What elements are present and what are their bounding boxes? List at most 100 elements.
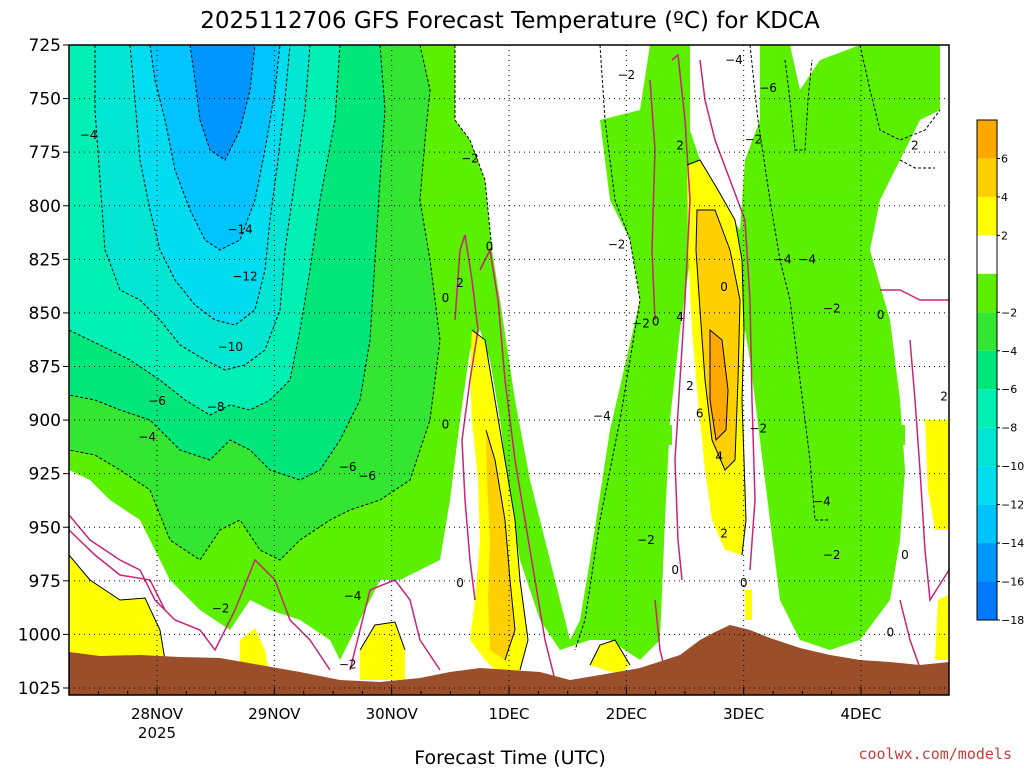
- x-tick-label: 28NOV: [131, 705, 184, 723]
- contour-label: −4: [593, 409, 611, 423]
- y-tick-label: 925: [29, 465, 61, 485]
- contour-label: −14: [227, 222, 252, 236]
- colorbar-swatch: [977, 543, 997, 582]
- colorbar-tick-label: 4: [1001, 191, 1008, 204]
- contour-label: −4: [80, 128, 98, 142]
- contour-line: [359, 621, 406, 651]
- colorbar-swatch: [977, 120, 997, 159]
- colorbar-swatch: [977, 350, 997, 390]
- colorbar-swatch: [977, 427, 997, 467]
- colorbar-tick-label: −4: [1001, 345, 1017, 358]
- colorbar-swatch: [977, 312, 997, 351]
- contour-line: [899, 599, 921, 669]
- contour-label: −2: [617, 68, 635, 82]
- y-tick-label: 850: [29, 304, 61, 324]
- contour-label: −2: [745, 132, 763, 146]
- colorbar-tick-label: −12: [1001, 499, 1024, 512]
- contour-label: −6: [358, 469, 376, 483]
- temp-field-warm-low-2: [240, 628, 268, 668]
- y-tick-label: 900: [29, 411, 61, 431]
- x-tick-label: 3DEC: [723, 705, 764, 723]
- contour-line: [129, 45, 291, 326]
- temp-field-warm-1dec-core: [486, 430, 515, 660]
- colorbar-swatch: [977, 581, 997, 620]
- credit-link[interactable]: coolwx.com/models: [858, 745, 1012, 763]
- temp-field-warm-low-5: [745, 590, 752, 620]
- contour-line: [454, 45, 493, 251]
- terrain-surface: [69, 625, 949, 695]
- temp-field-warm-3dec-peak: [710, 330, 728, 440]
- y-tick-label: 975: [29, 572, 61, 592]
- x-tick-label: 4DEC: [840, 705, 881, 723]
- colorbar-tick-label: −6: [1001, 383, 1017, 396]
- contour-label: −6: [148, 394, 166, 408]
- contour-label: −4: [813, 495, 831, 509]
- contour-label: 2: [940, 390, 948, 404]
- colorbar-tick-label: −8: [1001, 422, 1017, 435]
- colorbar-tick-label: −10: [1001, 460, 1024, 473]
- contour-label: 0: [901, 548, 909, 562]
- zero-contours: [69, 53, 949, 681]
- contour-label: 0: [442, 291, 450, 305]
- contour-line: [699, 59, 756, 571]
- contour-line: [695, 209, 741, 471]
- y-tick-label: 800: [29, 197, 61, 217]
- contour-line: [686, 159, 747, 556]
- y-axis: 725 750 775 800 825 850 875 900 925 950 975 1000 102…: [18, 36, 69, 699]
- contour-label: −4: [138, 430, 156, 444]
- contour-line: [909, 339, 949, 603]
- contour-label: 4: [715, 450, 723, 464]
- y-tick-label: 725: [29, 36, 61, 56]
- y-tick-label: 750: [29, 90, 61, 110]
- contour-line: [784, 59, 813, 151]
- contour-label: −4: [725, 53, 743, 67]
- colorbar-swatch: [977, 235, 997, 274]
- contour-label: −12: [232, 269, 257, 283]
- temp-field-warm-low-7: [935, 595, 949, 660]
- colorbar-tick-label: −14: [1001, 537, 1024, 550]
- contour-label: −2: [823, 302, 841, 316]
- y-tick-label: 1000: [18, 625, 61, 645]
- colorbar-swatch: [977, 158, 997, 197]
- colorbar: 6 4 2 −2 −4 −6 −8 −10 −12 −14 −16 −18: [976, 119, 1024, 627]
- temp-field-cell-2: [893, 425, 905, 445]
- contour-label: −2: [632, 317, 650, 331]
- contour-label: 0: [652, 314, 660, 328]
- contour-label: 2: [456, 276, 464, 290]
- contour-label: −2: [339, 657, 357, 671]
- contour-line: [69, 45, 386, 481]
- contour-line: [471, 329, 529, 671]
- contour-line: [94, 45, 311, 371]
- x-tick-label: 29NOV: [248, 705, 301, 723]
- contour-label: 2: [676, 139, 684, 153]
- colorbar-frame: [976, 119, 998, 621]
- x-axis-label: Forecast Time (UTC): [414, 747, 605, 768]
- x-tick-label: 1DEC: [488, 705, 529, 723]
- temp-field-minus16: [190, 45, 255, 160]
- contour-line: [349, 579, 441, 671]
- y-tick-label: 1025: [18, 679, 61, 699]
- contour-line: [589, 639, 631, 666]
- y-tick-label: 775: [29, 143, 61, 163]
- plot-area: [69, 45, 949, 695]
- contour-label: 0: [671, 563, 679, 577]
- contour-line: [709, 328, 729, 442]
- temp-field-warm-low-6: [925, 420, 949, 530]
- colorbar-swatch: [977, 196, 997, 236]
- contour-label: −2: [749, 422, 767, 436]
- contour-line: [485, 429, 516, 661]
- contour-line: [149, 45, 281, 251]
- contour-label: 0: [720, 280, 728, 294]
- contour-label: −2: [212, 602, 230, 616]
- temp-field-cell-3: [877, 455, 889, 470]
- contour-line: [69, 554, 166, 661]
- contour-label: −4: [344, 589, 362, 603]
- contour-label: 0: [877, 308, 885, 322]
- colorbar-tick-label: −18: [1001, 614, 1024, 627]
- x-tick-sublabel: 2025: [138, 724, 176, 742]
- contour-label: 4: [676, 310, 684, 324]
- y-tick-label: 875: [29, 358, 61, 378]
- contour-line: [899, 159, 935, 169]
